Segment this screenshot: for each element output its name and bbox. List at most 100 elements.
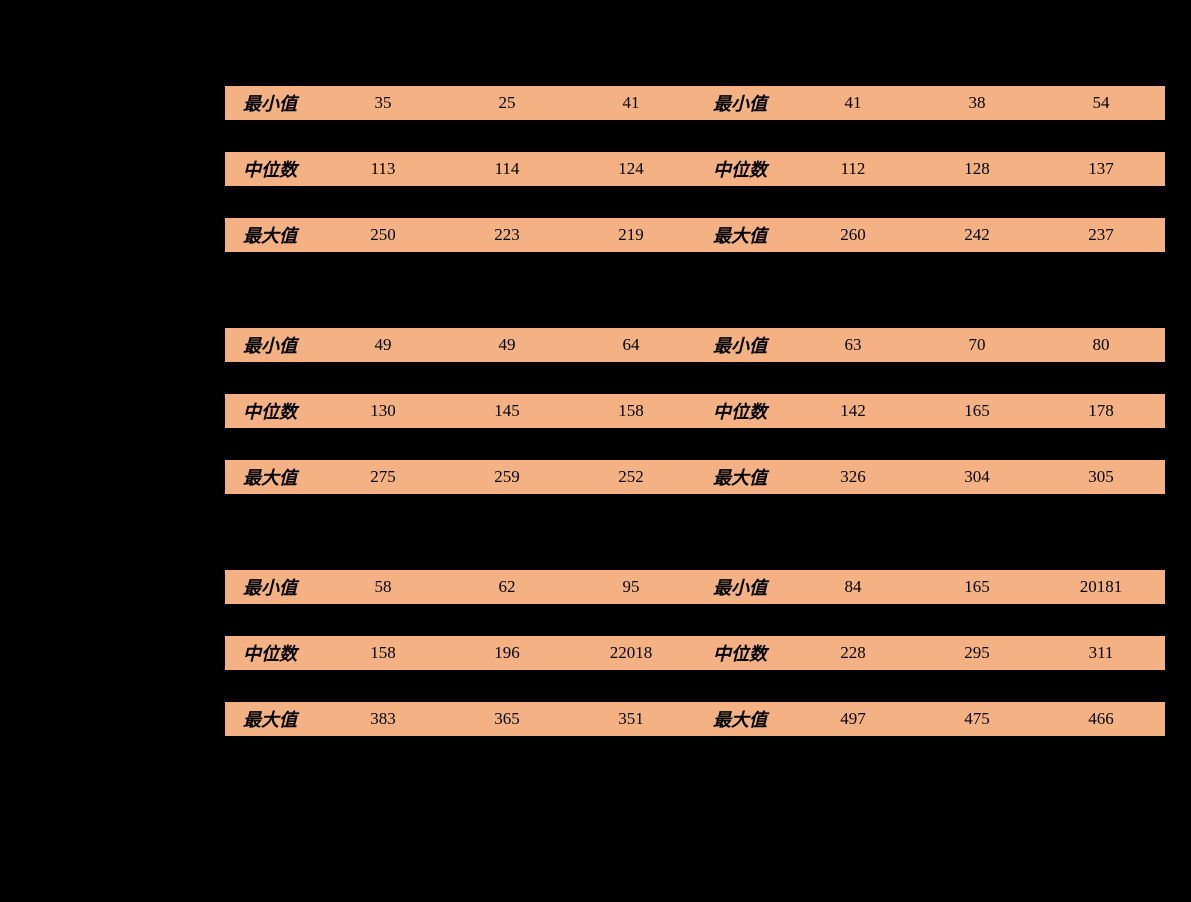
stat-value: 58 [321, 577, 445, 597]
stat-value: 326 [791, 467, 915, 487]
table-row: 最小值 35 25 41 最小值 41 38 54 [225, 86, 1165, 120]
table-row: 最大值 275 259 252 最大值 326 304 305 [225, 460, 1165, 494]
stat-label: 最大值 [695, 706, 791, 732]
row-right-half: 最大值 326 304 305 [695, 460, 1165, 494]
stat-value: 219 [569, 225, 693, 245]
stat-value: 62 [445, 577, 569, 597]
row-right-half: 最小值 84 165 20181 [695, 570, 1165, 604]
stat-value: 22018 [569, 643, 693, 663]
table-row: 最大值 250 223 219 最大值 260 242 237 [225, 218, 1165, 252]
stat-label: 中位数 [225, 640, 321, 666]
stat-value: 365 [445, 709, 569, 729]
stat-value: 49 [321, 335, 445, 355]
stat-value: 54 [1039, 93, 1163, 113]
stat-value: 20181 [1039, 577, 1163, 597]
stat-value: 124 [569, 159, 693, 179]
stat-label: 最大值 [695, 222, 791, 248]
row-right-half: 中位数 112 128 137 [695, 152, 1165, 186]
stat-label: 最大值 [225, 706, 321, 732]
table-row: 中位数 130 145 158 中位数 142 165 178 [225, 394, 1165, 428]
row-left-half: 最小值 49 49 64 [225, 328, 695, 362]
stat-value: 130 [321, 401, 445, 421]
row-right-half: 中位数 142 165 178 [695, 394, 1165, 428]
stat-value: 137 [1039, 159, 1163, 179]
stat-value: 250 [321, 225, 445, 245]
stat-value: 35 [321, 93, 445, 113]
stat-value: 311 [1039, 643, 1163, 663]
stat-value: 70 [915, 335, 1039, 355]
stat-label: 最小值 [225, 332, 321, 358]
stat-value: 41 [791, 93, 915, 113]
stat-label: 中位数 [225, 156, 321, 182]
stat-value: 497 [791, 709, 915, 729]
stat-value: 128 [915, 159, 1039, 179]
row-right-half: 最小值 63 70 80 [695, 328, 1165, 362]
stat-value: 165 [915, 577, 1039, 597]
stat-value: 196 [445, 643, 569, 663]
row-right-half: 最大值 497 475 466 [695, 702, 1165, 736]
stat-value: 466 [1039, 709, 1163, 729]
stats-block-0: 最小值 35 25 41 最小值 41 38 54 中位数 113 114 12… [225, 86, 1165, 252]
stat-value: 165 [915, 401, 1039, 421]
stat-value: 63 [791, 335, 915, 355]
row-right-half: 最小值 41 38 54 [695, 86, 1165, 120]
stat-label: 中位数 [695, 156, 791, 182]
stat-value: 228 [791, 643, 915, 663]
row-right-half: 最大值 260 242 237 [695, 218, 1165, 252]
stat-value: 80 [1039, 335, 1163, 355]
table-row: 最小值 49 49 64 最小值 63 70 80 [225, 328, 1165, 362]
table-row: 中位数 158 196 22018 中位数 228 295 311 [225, 636, 1165, 670]
stat-value: 158 [569, 401, 693, 421]
table-row: 最大值 383 365 351 最大值 497 475 466 [225, 702, 1165, 736]
stat-value: 304 [915, 467, 1039, 487]
row-left-half: 最小值 35 25 41 [225, 86, 695, 120]
stats-block-2: 最小值 58 62 95 最小值 84 165 20181 中位数 158 19… [225, 570, 1165, 736]
stat-value: 237 [1039, 225, 1163, 245]
stat-value: 113 [321, 159, 445, 179]
stats-tables-container: 最小值 35 25 41 最小值 41 38 54 中位数 113 114 12… [225, 86, 1165, 736]
row-left-half: 中位数 113 114 124 [225, 152, 695, 186]
stat-label: 最小值 [695, 90, 791, 116]
stat-value: 25 [445, 93, 569, 113]
stat-value: 38 [915, 93, 1039, 113]
row-left-half: 最大值 383 365 351 [225, 702, 695, 736]
stat-label: 中位数 [695, 398, 791, 424]
stat-label: 中位数 [695, 640, 791, 666]
stat-label: 最小值 [695, 574, 791, 600]
stat-value: 223 [445, 225, 569, 245]
stat-label: 最小值 [225, 90, 321, 116]
table-row: 最小值 58 62 95 最小值 84 165 20181 [225, 570, 1165, 604]
stat-value: 178 [1039, 401, 1163, 421]
stat-value: 41 [569, 93, 693, 113]
row-left-half: 中位数 158 196 22018 [225, 636, 695, 670]
stat-label: 中位数 [225, 398, 321, 424]
stat-value: 295 [915, 643, 1039, 663]
stat-value: 275 [321, 467, 445, 487]
row-left-half: 最小值 58 62 95 [225, 570, 695, 604]
stat-value: 158 [321, 643, 445, 663]
stat-value: 351 [569, 709, 693, 729]
row-right-half: 中位数 228 295 311 [695, 636, 1165, 670]
stat-value: 259 [445, 467, 569, 487]
row-left-half: 最大值 250 223 219 [225, 218, 695, 252]
stat-label: 最小值 [225, 574, 321, 600]
stat-value: 142 [791, 401, 915, 421]
stat-label: 最大值 [695, 464, 791, 490]
stat-value: 112 [791, 159, 915, 179]
stat-label: 最大值 [225, 222, 321, 248]
stat-label: 最小值 [695, 332, 791, 358]
stat-value: 260 [791, 225, 915, 245]
stat-value: 475 [915, 709, 1039, 729]
stat-value: 145 [445, 401, 569, 421]
stat-value: 49 [445, 335, 569, 355]
stat-label: 最大值 [225, 464, 321, 490]
stat-value: 64 [569, 335, 693, 355]
stat-value: 84 [791, 577, 915, 597]
stat-value: 252 [569, 467, 693, 487]
table-row: 中位数 113 114 124 中位数 112 128 137 [225, 152, 1165, 186]
stat-value: 305 [1039, 467, 1163, 487]
row-left-half: 最大值 275 259 252 [225, 460, 695, 494]
stats-block-1: 最小值 49 49 64 最小值 63 70 80 中位数 130 145 15… [225, 328, 1165, 494]
row-left-half: 中位数 130 145 158 [225, 394, 695, 428]
stat-value: 95 [569, 577, 693, 597]
